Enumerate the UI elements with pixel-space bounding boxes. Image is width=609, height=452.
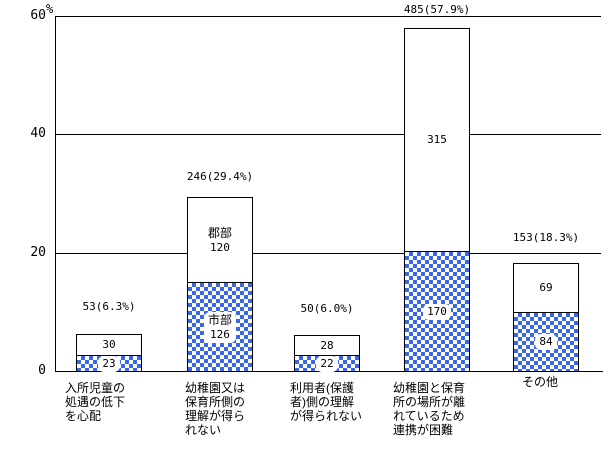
gridline-60 <box>55 16 601 17</box>
category-label-3: 利用者(保護 者)側の理解 が得られない <box>290 381 363 423</box>
y-tick-label-40: 40 <box>30 126 46 142</box>
segment-value-label: 22 <box>316 355 338 372</box>
bar-1-total-label: 53(6.3%) <box>82 300 136 313</box>
segment-value-label: 315 <box>427 133 447 146</box>
bar-3-total-label: 50(6.0%) <box>300 302 354 315</box>
segment-value-label: 69 <box>539 281 553 294</box>
category-label-2: 幼稚園又は 保育所側の 理解が得ら れない <box>185 381 246 437</box>
bar-2-total-label: 246(29.4%) <box>186 170 254 183</box>
y-axis-unit-label: % <box>46 2 54 16</box>
bar-4-white-segment: 315 <box>404 28 470 252</box>
gridline-20 <box>55 253 601 254</box>
y-tick-label-20: 20 <box>30 244 46 260</box>
bar-5-total-label: 153(18.3%) <box>512 231 580 244</box>
bar-2-white-segment: 郡部 120 <box>187 197 253 283</box>
bar-5-checkered-segment: 84 <box>513 312 579 372</box>
segment-value-label: 30 <box>102 338 116 351</box>
gridline-40 <box>55 134 601 135</box>
bar-1-white-segment: 30 <box>76 334 142 356</box>
bar-3-checkered-segment: 22 <box>294 355 360 372</box>
y-axis-line <box>55 16 56 372</box>
segment-value-label: 郡部 120 <box>207 225 232 254</box>
bar-1-checkered-segment: 23 <box>76 355 142 372</box>
bar-4-total-label: 485(57.9%) <box>403 3 471 16</box>
segment-value-label: 28 <box>320 338 334 352</box>
segment-value-label: 23 <box>98 355 120 372</box>
y-tick-label-0: 0 <box>38 363 46 378</box>
segment-value-label: 市部 126 <box>203 311 236 343</box>
category-label-1: 入所児童の 処遇の低下 を心配 <box>65 381 126 423</box>
bar-5-white-segment: 69 <box>513 263 579 313</box>
segment-value-label: 84 <box>535 334 557 350</box>
bar-3-white-segment: 28 <box>294 335 360 356</box>
category-label-4: 幼稚園と保育 所の場所が離 れているため 連携が困難 <box>393 381 466 437</box>
bar-2-checkered-segment: 市部 126 <box>187 282 253 372</box>
bar-4-checkered-segment: 170 <box>404 251 470 372</box>
category-label-5: その他 <box>522 375 559 389</box>
y-tick-label-60: 60 <box>30 7 46 23</box>
segment-value-label: 170 <box>423 303 451 320</box>
